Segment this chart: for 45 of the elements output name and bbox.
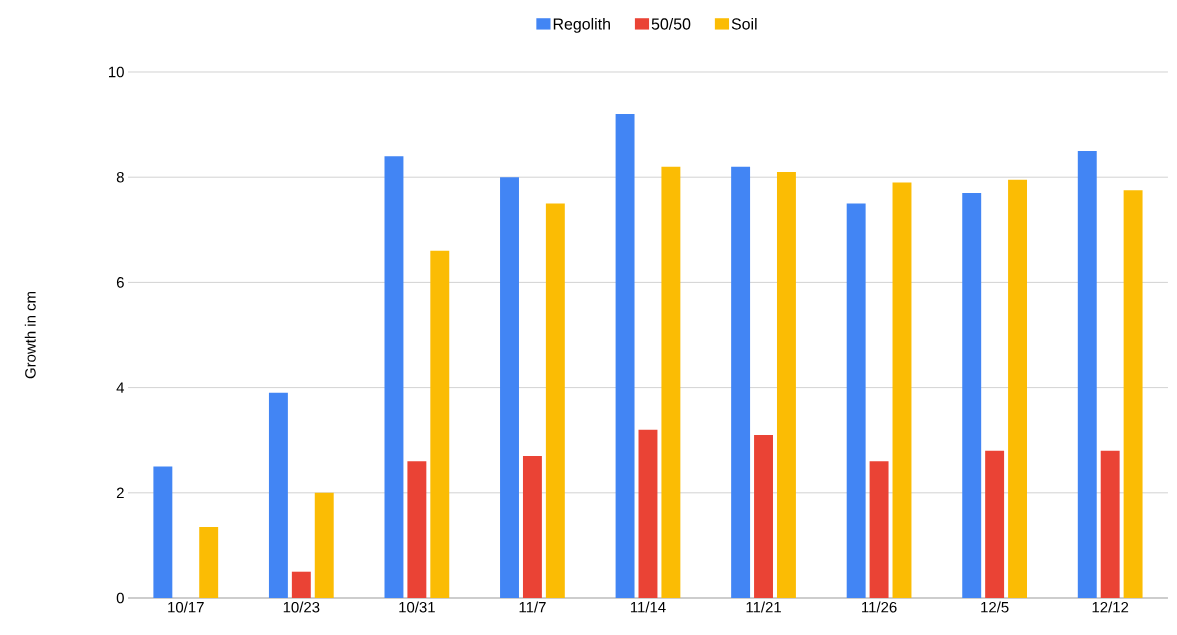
bar <box>522 455 542 598</box>
x-tick-label: 10/23 <box>283 601 320 613</box>
legend-label: Soil <box>731 17 757 30</box>
legend-label: 50/50 <box>651 17 691 30</box>
x-tick-label: 11/14 <box>630 601 666 613</box>
bar <box>731 166 751 598</box>
bar <box>153 466 173 598</box>
bar <box>291 571 311 598</box>
bar <box>776 171 796 598</box>
bar <box>1100 450 1120 598</box>
bar <box>384 156 404 598</box>
bar <box>754 434 773 598</box>
y-tick-label: 2 <box>116 487 124 499</box>
y-tick-label: 0 <box>116 592 124 604</box>
bar <box>407 461 427 598</box>
bar <box>1008 179 1027 598</box>
bar <box>615 114 635 598</box>
bar <box>892 182 912 598</box>
x-tick-label: 12/5 <box>981 601 1009 613</box>
bar <box>985 450 1005 598</box>
bar <box>869 461 889 598</box>
y-tick-label: 8 <box>116 171 124 183</box>
bar <box>1123 190 1143 598</box>
y-axis-title: Growth in cm <box>24 292 36 379</box>
bar <box>268 392 288 598</box>
bar <box>500 177 519 598</box>
x-tick-label: 11/21 <box>746 601 781 613</box>
bar <box>1077 150 1097 598</box>
x-tick-label: 12/12 <box>1092 601 1129 613</box>
x-tick-label: 11/7 <box>519 601 546 613</box>
y-tick-label: 4 <box>116 382 125 393</box>
x-tick-label: 10/31 <box>399 601 435 613</box>
x-tick-label: 10/17 <box>168 601 204 613</box>
y-tick-label: 6 <box>116 277 124 288</box>
x-tick-label: 11/26 <box>862 601 897 613</box>
y-tick-label: 10 <box>109 66 124 78</box>
bar <box>846 203 866 598</box>
bar <box>430 250 450 598</box>
bar <box>314 492 334 598</box>
legend-label: Regolith <box>553 17 610 33</box>
bar <box>638 429 658 598</box>
bar <box>962 192 982 598</box>
bar <box>545 203 565 598</box>
bar <box>199 526 219 598</box>
bar <box>661 166 681 598</box>
